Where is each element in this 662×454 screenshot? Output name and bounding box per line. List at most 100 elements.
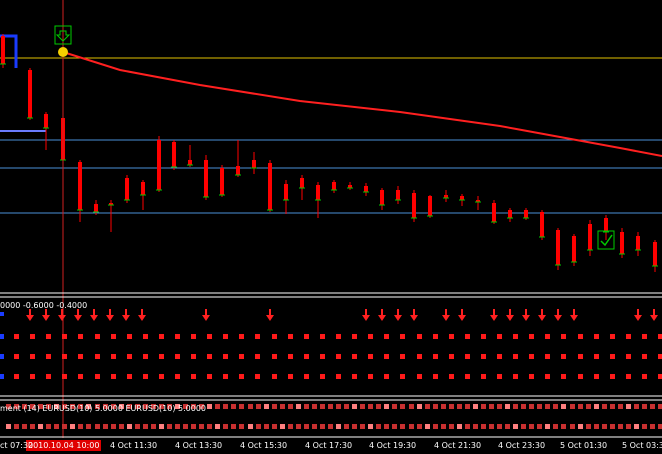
signal-dot [642,424,647,429]
candle-body [94,204,98,212]
signal-dot [54,404,59,409]
signal-dot [111,354,116,359]
down-arrow-icon [506,309,514,321]
signal-dot [400,334,405,339]
check-icon-glyph [600,234,613,247]
candle-body [1,36,5,64]
signal-dot [280,424,285,429]
signal-dot [561,374,566,379]
signal-dot [513,424,518,429]
signal-dot [642,354,647,359]
signal-dot [529,354,534,359]
down-arrow-icon [410,309,418,321]
indicator2-label: ment (14) EURUSD(10) 5.0000 EURUSD(10) 5… [0,404,207,413]
signal-dot [159,354,164,359]
signal-dot [465,334,470,339]
signal-dot [352,404,357,409]
signal-dot [6,424,11,429]
signal-dot [433,424,438,429]
signal-dot [537,424,542,429]
candle-body [204,160,208,197]
signal-dot [521,424,526,429]
signal-dot [344,424,349,429]
signal-dot [642,404,647,409]
signal-dot [264,424,269,429]
candle-body [141,182,145,195]
signal-dot [127,404,132,409]
signal-dot [183,404,188,409]
signal-dot [320,404,325,409]
signal-dot [70,424,75,429]
down-arrow-icon [538,309,546,321]
signal-dot [231,424,236,429]
signal-dot [626,424,631,429]
signal-dot [183,424,188,429]
signal-dot [384,334,389,339]
signal-dot [481,424,486,429]
signal-dot [610,354,615,359]
signal-dot [14,424,19,429]
signal-dot [239,424,244,429]
signal-dot [0,312,4,316]
signal-dot [610,334,615,339]
time-axis-tick-label: 4 Oct 11:30 [110,441,158,450]
down-arrow-icon [458,309,466,321]
time-axis-tick-label: 4 Oct 15:30 [240,441,288,450]
signal-dot [578,404,583,409]
signal-dot [545,374,550,379]
down-arrow-icon [90,309,98,321]
signal-dot [529,404,534,409]
signal-dot [30,334,35,339]
candle-body [252,160,256,168]
signal-dot [513,404,518,409]
signal-dot [570,404,575,409]
signal-dot [255,334,260,339]
signal-dot [376,424,381,429]
signal-dot [626,354,631,359]
signal-dot [159,404,164,409]
signal-dot [215,404,220,409]
candle-body [396,190,400,200]
signal-dot [368,424,373,429]
time-axis-crosshair-label: 2010.10.04 10:00 [26,440,102,451]
down-arrow-icon [26,309,34,321]
signal-dot [296,424,301,429]
candle-body [125,178,129,200]
candle-body [380,190,384,205]
signal-dot [215,424,220,429]
signal-dot [127,374,132,379]
signal-dot [449,334,454,339]
signal-dot [497,374,502,379]
signal-dot [610,424,615,429]
candle-body [220,168,224,195]
time-axis-tick-label: 4 Oct 23:30 [498,441,546,450]
signal-dot [288,334,293,339]
signal-dot [288,374,293,379]
signal-dot [545,404,550,409]
signal-dot [239,354,244,359]
candle-body [364,186,368,192]
candle-body [636,236,640,250]
signal-dot [14,334,19,339]
signal-dot [95,334,100,339]
signal-dot [417,334,422,339]
candle-body [109,203,113,205]
signal-dot [127,334,132,339]
signal-dot [248,404,253,409]
signal-dot [0,354,4,359]
candle-body [460,196,464,200]
signal-dot [86,424,91,429]
candle-body [300,178,304,188]
signal-dot [175,334,180,339]
signal-dot [199,404,204,409]
signal-dot [553,424,558,429]
signal-dot [46,334,51,339]
signal-dot [561,404,566,409]
signal-dot [561,424,566,429]
indicator1-scale-label: 0000 -0.6000 -0.4000 [0,301,88,310]
signal-dot [207,404,212,409]
signal-dot [417,354,422,359]
signal-dot [400,374,405,379]
signal-dot [553,404,558,409]
